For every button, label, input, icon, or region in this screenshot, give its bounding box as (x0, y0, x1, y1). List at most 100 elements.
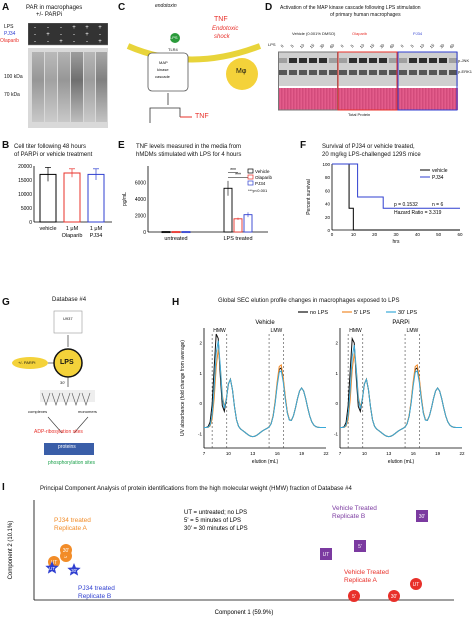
parpi-label: +/- PARPi (18, 360, 36, 365)
pjnk-band (329, 58, 337, 63)
panel-h-title: Global SEC elution profile changes in ma… (218, 298, 400, 304)
panel-f-subtitle: 20 mg/kg LPS-challenged 129S mice (322, 152, 421, 158)
e-legend-label: PJ34 (255, 181, 266, 186)
proteins-label: proteins (58, 444, 76, 450)
h-xtick: 19 (435, 451, 441, 456)
sign-cell: + (98, 25, 102, 31)
f-xtick: 60 (457, 232, 463, 237)
sign-cell: - (60, 32, 62, 38)
sign-cell: + (85, 32, 89, 38)
i-point-label: 30' (391, 594, 398, 600)
e-ytick: 4000 (135, 197, 146, 203)
e-legend-swatch (247, 168, 254, 174)
panel-h-chart: no LPS 5' LPS 30' LPS UV absorbance (fold c… (180, 310, 465, 465)
pjnk-band (299, 58, 307, 63)
h-xlabel: elution (mL) (388, 459, 415, 465)
t30-label: 30' (60, 380, 66, 385)
b-xlabel-pj1: 1 μM (90, 226, 103, 232)
panel-b-title: Cell titer following 48 hours (14, 144, 87, 150)
panel-a-sign-grid: - - - + + +- + - - + -- - + - - + (28, 23, 108, 46)
timepoint-label: 30 (439, 42, 446, 49)
row-label-lps: LPS (4, 24, 14, 30)
sign-cell: - (60, 25, 62, 31)
panel-e-chart: 6000 4000 2000 0 pg/mL ****** VehicleOlaparibP… (122, 166, 273, 242)
sign-cell: - (73, 39, 75, 45)
panel-i-chart: Component 2 (10.1%) Component 1 (59.9%) UT… (8, 500, 454, 616)
i-xlabel: Component 1 (59.9%) (215, 610, 274, 616)
macrophage-icon (226, 58, 258, 90)
cell-membrane (126, 43, 262, 63)
perk-band (369, 70, 377, 75)
monomers-label: monomers (78, 409, 97, 414)
i-point-label: 30' (71, 568, 77, 573)
panel-d-letter: D (265, 2, 273, 13)
h-legend-label: no LPS (310, 310, 328, 316)
u937-label: U937 (63, 316, 73, 321)
total-protein-label: Total Protein (348, 112, 371, 117)
perk-band (349, 70, 357, 75)
row-label-olaparib: Olaparib (0, 38, 19, 44)
panel-f-title: Survival of PJ34 or vehicle treated, (322, 144, 415, 150)
timepoint-label: 10 (419, 42, 426, 49)
pjnk-band (379, 58, 387, 63)
parpi-oval (12, 357, 48, 369)
sign-cell: - (34, 25, 36, 31)
h-subplot-title: Vehicle (255, 320, 275, 326)
b-ytick: 5000 (21, 206, 32, 212)
f-n: n = 6 (432, 202, 443, 208)
i-point-label: UT (49, 566, 55, 571)
sign-cell: - (34, 39, 36, 45)
timepoint-label: 15 (309, 42, 316, 49)
f-xtick: 40 (415, 232, 421, 237)
pjnk-band (409, 58, 417, 63)
f-xtick: 0 (331, 232, 334, 237)
b-ytick: 20000 (18, 164, 32, 170)
e-xlabel-lps: LPS treated (223, 236, 252, 242)
panel-h-letter: H (172, 297, 180, 308)
h-series-line (203, 340, 327, 438)
f-xtick: 20 (372, 232, 378, 237)
tnf-shock-label: TNF (214, 16, 228, 23)
timepoint-label: 15 (369, 42, 376, 49)
h-xtick: 7 (339, 451, 342, 456)
pjnk-band (279, 58, 287, 63)
h-ylabel: UV absorbance (fold change from average) (180, 340, 186, 436)
h-series-line (203, 333, 327, 438)
h-xlabel: elution (mL) (252, 459, 279, 465)
f-ylabel: Percent survival (306, 179, 312, 215)
i-pj-a-label1: PJ34 treated (54, 517, 91, 524)
panel-a-title: PAR in macrophages (26, 5, 83, 11)
sign-cell: - (86, 39, 88, 45)
f-pvalue: p = 0.1532 (394, 202, 418, 208)
e-ylabel: pg/mL (122, 192, 128, 206)
f-xtick: 10 (351, 232, 357, 237)
h-ytick: -1 (334, 432, 338, 437)
sign-cell: + (72, 25, 76, 31)
e-bar (233, 218, 243, 233)
adp-sites-label: ADP-ribosylation sites (34, 429, 83, 435)
h-series-line (339, 344, 463, 438)
i-pj-b-label2: Replicate B (78, 593, 111, 600)
tlr4-label: TLR4 (168, 47, 178, 52)
h-ytick: 1 (199, 371, 202, 376)
b-bar (63, 172, 81, 223)
h-region-label: HMW (349, 328, 362, 334)
pjnk-band (339, 58, 347, 63)
tnf-gene-label: TNF (195, 113, 209, 120)
timepoint-label: 60 (449, 42, 456, 49)
panel-g-workflow (12, 310, 95, 455)
sign-cell: - (34, 32, 36, 38)
i-pj-b-point (67, 563, 81, 576)
sign-cell: - (47, 39, 49, 45)
vehicle-group-label: Vehicle (0.001% DMSO) (292, 31, 336, 36)
phospho-sites-label: phosphorylation sites (48, 460, 95, 466)
perk-band (419, 70, 427, 75)
h-xtick: 16 (411, 451, 417, 456)
b-ytick: 15000 (18, 178, 32, 184)
timepoint-label: 60 (329, 42, 336, 49)
pjnk-band (389, 58, 397, 63)
b-xlabel-vehicle: vehicle (39, 226, 56, 232)
h-xtick: 22 (323, 451, 329, 456)
f-ytick: 80 (325, 175, 331, 180)
e-xlabel-untreated: untreated (164, 236, 187, 242)
